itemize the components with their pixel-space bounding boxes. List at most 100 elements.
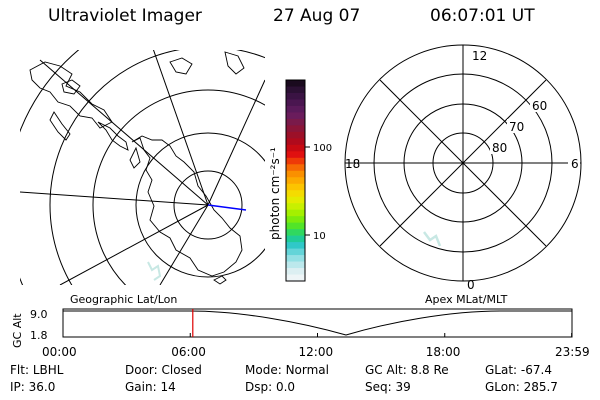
coastline <box>131 135 243 277</box>
altitude-x-tick-label: 06:00 <box>171 345 206 359</box>
altitude-x-tick-label: 18:00 <box>426 345 461 359</box>
mlt-label-bg <box>490 140 508 154</box>
instrument-title: Ultraviolet Imager <box>48 6 202 26</box>
colorbar-band <box>286 183 305 191</box>
colorbar-band <box>286 229 305 237</box>
footer-field: Mode: Normal <box>245 363 329 377</box>
satellite-track <box>207 204 247 211</box>
footer-field-value: 36.0 <box>28 380 56 394</box>
colorbar-band <box>286 235 305 243</box>
footer-field-key: GLon: <box>485 380 524 394</box>
coastline <box>49 111 71 141</box>
magnetic-label: Apex MLat/MLT <box>425 293 508 306</box>
footer-field-value: 0.0 <box>275 380 296 394</box>
mlt-label-bg <box>568 156 580 170</box>
footer-field-key: Dsp: <box>245 380 276 394</box>
footer-field-key: GLat: <box>485 363 521 377</box>
altitude-x-tick-label: 00:00 <box>42 345 77 359</box>
altitude-ylabel: GC Alt <box>11 313 24 348</box>
mlt-label-bg <box>530 98 548 112</box>
colorbar-band <box>286 190 305 198</box>
colorbar-band <box>286 177 305 185</box>
colorbar-band <box>286 112 305 120</box>
footer-field-value: 285.7 <box>523 380 558 394</box>
footer-field-key: GC Alt: <box>365 363 411 377</box>
footer-field-key: IP: <box>10 380 29 394</box>
mlt-line <box>379 79 547 247</box>
footer-field-value: Normal <box>285 363 329 377</box>
footer-field-value: Closed <box>161 363 202 377</box>
footer-field-value: 14 <box>160 380 176 394</box>
coastline <box>224 51 245 75</box>
colorbar-band <box>286 255 305 263</box>
lat-circle <box>173 170 243 240</box>
date-label: 27 Aug 07 <box>273 6 361 26</box>
aurora-speckle <box>423 231 442 247</box>
colorbar-band <box>286 222 305 230</box>
altitude-curve <box>63 310 572 336</box>
lat-circle <box>92 89 265 285</box>
footer-field: GLat: -67.4 <box>485 363 552 377</box>
coastline <box>129 146 141 169</box>
colorbar-band <box>286 170 305 178</box>
altitude-plot: 00:00 06:00 12:00 18:00 23:59 <box>42 308 590 359</box>
lat-circle <box>49 50 265 285</box>
time-label: 06:07:01 UT <box>430 6 535 26</box>
footer-field-value: 8.8 Re <box>410 363 449 377</box>
mlat-label-80: 80 <box>492 141 507 155</box>
altitude-x-tick-label: 23:59 <box>555 345 590 359</box>
colorbar-band <box>286 209 305 217</box>
geographic-map <box>20 50 265 285</box>
colorbar-band <box>286 80 305 88</box>
colorbar-band <box>286 151 305 159</box>
altitude-plot-frame <box>62 308 573 338</box>
footer-field-key: Door: <box>125 363 162 377</box>
colorbar-band <box>286 138 305 146</box>
altitude-x-ticks: 00:00 06:00 12:00 18:00 23:59 <box>42 333 590 359</box>
coastline <box>213 275 227 285</box>
footer-field: Gain: 14 <box>125 380 176 394</box>
colorbar-band <box>286 242 305 250</box>
colorbar-band <box>286 92 305 101</box>
meridian-line <box>20 191 209 206</box>
colorbar-band <box>286 99 305 107</box>
mlt-label-6: 6 <box>571 157 579 171</box>
colorbar-frame <box>285 79 306 282</box>
magnetic-polar-plot <box>344 44 582 282</box>
footer-field-key: Mode: <box>245 363 286 377</box>
colorbar-unit: photon cm⁻²s⁻¹ <box>268 147 282 240</box>
mlt-label-18: 18 <box>345 157 360 171</box>
colorbar <box>286 80 305 282</box>
footer-field-key: Seq: <box>365 380 396 394</box>
footer-field: Door: Closed <box>125 363 202 377</box>
mlt-label-0: 0 <box>467 278 475 292</box>
aurora-speckle <box>147 261 162 281</box>
colorbar-band <box>286 268 305 276</box>
colorbar-band <box>286 144 305 152</box>
footer-field: IP: 36.0 <box>10 380 55 394</box>
colorbar-band <box>286 105 305 114</box>
altitude-x-tick-label: 12:00 <box>299 345 334 359</box>
footer-field: Seq: 39 <box>365 380 411 394</box>
meridian-line <box>152 50 209 206</box>
footer-field: GLon: 285.7 <box>485 380 558 394</box>
meridian-line <box>39 59 209 206</box>
colorbar-band <box>286 203 305 211</box>
colorbar-tick-label: 100 <box>313 143 332 154</box>
footer-field-value: LBHL <box>32 363 64 377</box>
coastline <box>169 57 193 75</box>
colorbar-tick-label: 10 <box>313 231 326 242</box>
footer-field: Flt: LBHL <box>10 363 63 377</box>
colorbar-band <box>286 131 305 139</box>
footer-field-key: Gain: <box>125 380 161 394</box>
colorbar-band <box>286 261 305 269</box>
geographic-label: Geographic Lat/Lon <box>70 293 177 306</box>
footer-field-value: 39 <box>395 380 411 394</box>
mlt-label-bg <box>507 119 525 133</box>
footer-field: Dsp: 0.0 <box>245 380 295 394</box>
lat-circle <box>20 50 80 285</box>
footer-field-key: Flt: <box>10 363 33 377</box>
meridian-line <box>59 204 209 285</box>
colorbar-band <box>286 118 305 126</box>
